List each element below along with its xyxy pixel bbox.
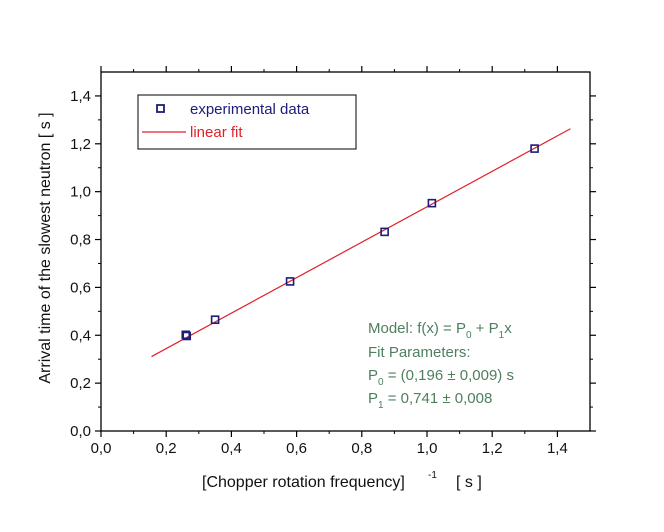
legend-label-linear-fit: linear fit	[190, 124, 243, 141]
y-tick-label: 0,2	[70, 375, 91, 392]
y-tick-label: 1,2	[70, 136, 91, 153]
data-point	[530, 144, 539, 153]
legend-marker-experimental-data	[156, 104, 165, 113]
x-axis-title: [Chopper rotation frequency]	[202, 474, 405, 491]
x-tick-label: 0,2	[156, 440, 177, 457]
x-tick-label: 1,2	[482, 440, 503, 457]
x-tick-label: 1,4	[547, 440, 568, 457]
plot-content	[151, 128, 571, 358]
y-tick-label: 1,0	[70, 184, 91, 201]
data-point	[181, 330, 191, 340]
data-point	[182, 331, 192, 341]
data-point	[380, 227, 389, 237]
y-tick-label: 0,6	[70, 279, 91, 296]
x-tick-label: 0,8	[351, 440, 372, 457]
plot-frame	[100, 71, 591, 432]
y-tick-label: 0,0	[70, 423, 91, 440]
y-axis-ticks: 0,0 0,2 0,4 0,6 0,8 1,0 1,2 1,4	[70, 88, 596, 440]
y-tick-label: 1,4	[70, 88, 91, 105]
model-equation: Model: f(x) = P0 + P1x	[368, 320, 512, 341]
legend-label-experimental-data: experimental data	[190, 101, 310, 118]
x-axis-ticks: 0,0 0,2 0,4 0,6 0,8 1,0 1,2 1,4	[91, 66, 568, 457]
x-axis-title-exponent: -1	[428, 470, 437, 481]
x-tick-label: 0,4	[221, 440, 242, 457]
legend: experimental data linear fit	[137, 94, 357, 150]
data-point	[210, 315, 220, 325]
y-tick-label: 0,4	[70, 327, 91, 344]
x-axis-title-unit: [ s ]	[456, 474, 482, 491]
x-tick-label: 1,0	[417, 440, 438, 457]
param-p1: P1 = 0,741 ± 0,008	[368, 390, 492, 411]
fit-annotation: Model: f(x) = P0 + P1x Fit Parameters: P…	[368, 320, 514, 411]
y-tick-label: 0,8	[70, 232, 91, 249]
fit-line	[151, 128, 571, 358]
fit-parameters-title: Fit Parameters:	[368, 344, 471, 361]
y-axis-title: Arrival time of the slowest neutron [ s …	[37, 112, 54, 383]
data-point	[285, 277, 295, 286]
x-tick-label: 0,0	[91, 440, 112, 457]
param-p0: P0 = (0,196 ± 0,009) s	[368, 367, 514, 388]
legend-box	[137, 94, 357, 150]
x-tick-label: 0,6	[286, 440, 307, 457]
data-point	[427, 198, 437, 208]
